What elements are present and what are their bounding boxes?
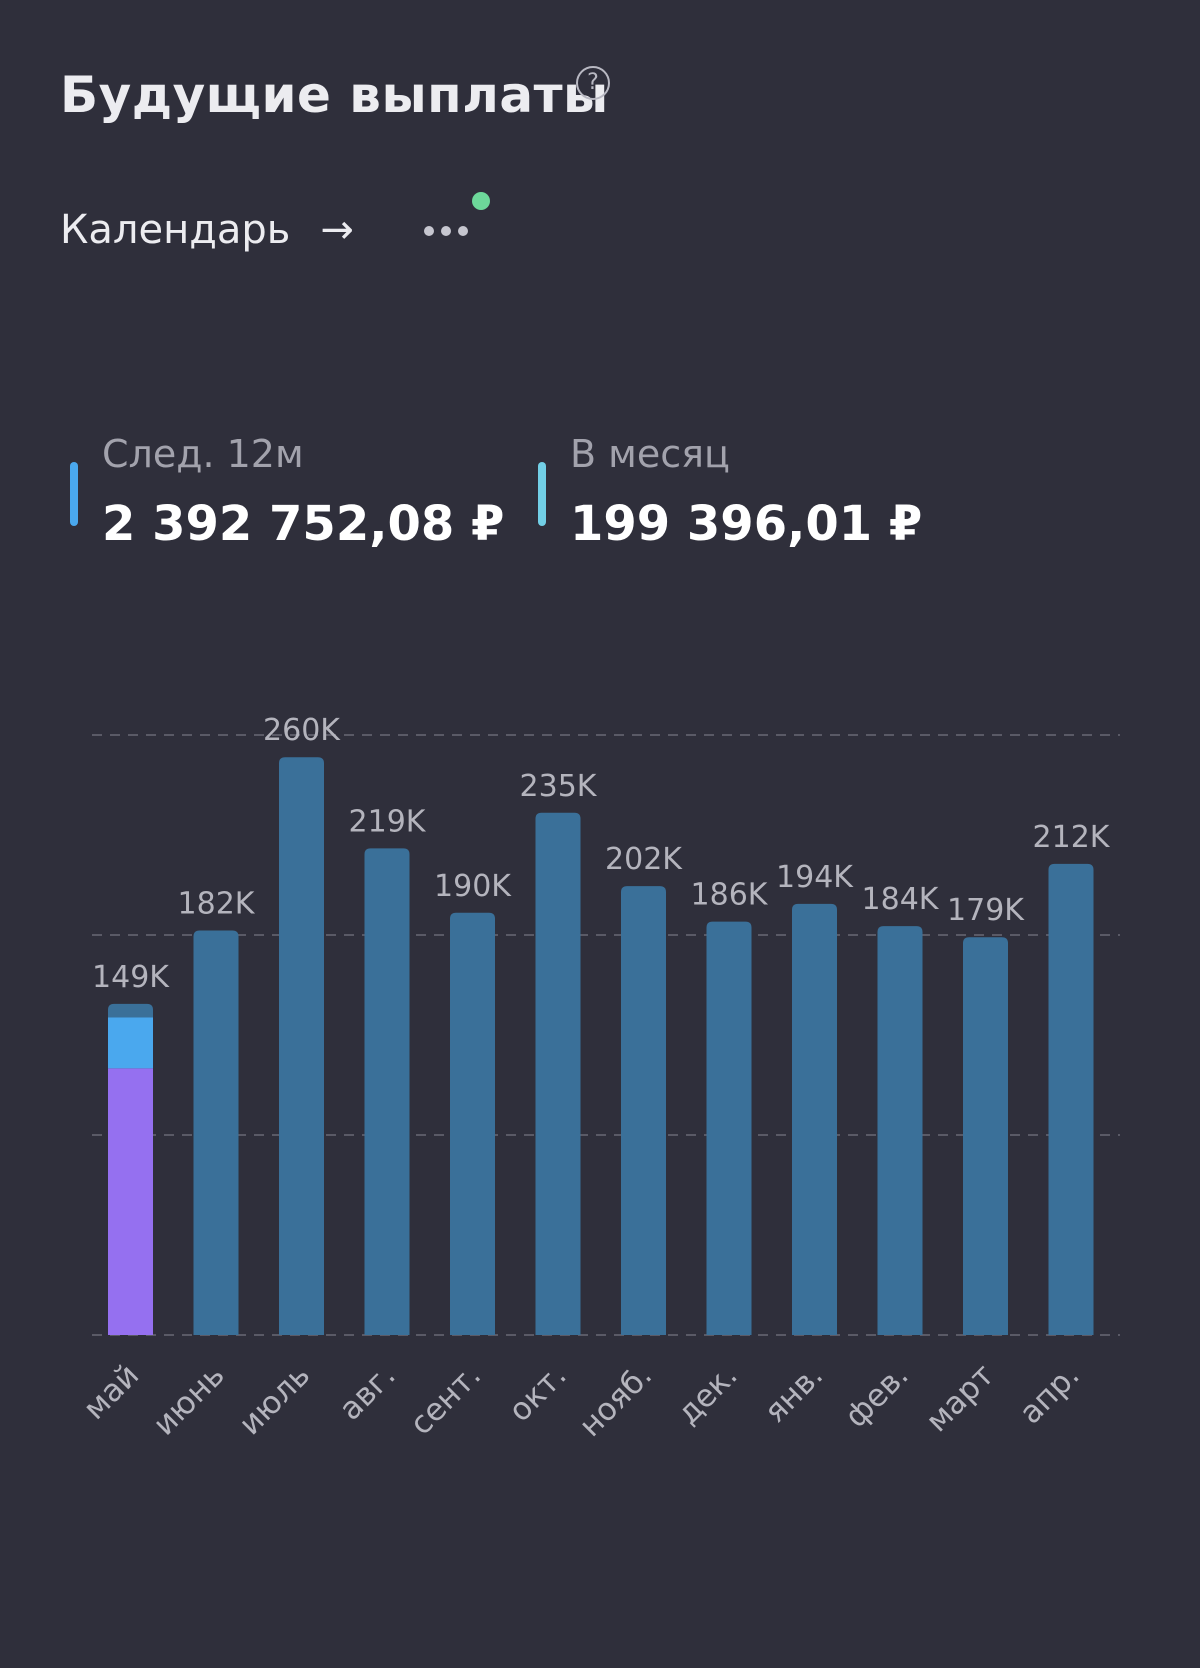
bar-4 xyxy=(450,912,495,1335)
stat-12m-label: След. 12м xyxy=(102,432,304,476)
bar-1 xyxy=(193,930,239,1335)
category-label-5: окт. xyxy=(502,1357,574,1429)
bar-9 xyxy=(877,926,923,1335)
bar-segment-purple xyxy=(108,1068,153,1335)
value-label-3: 219K xyxy=(349,804,427,839)
category-label-8: янв. xyxy=(757,1357,830,1430)
value-label-11: 212K xyxy=(1033,820,1111,855)
value-label-5: 235K xyxy=(520,769,598,804)
value-label-6: 202K xyxy=(605,842,683,877)
bar-5 xyxy=(535,812,581,1335)
category-label-10: март xyxy=(919,1357,1001,1439)
stat-month-marker xyxy=(538,462,546,526)
arrow-right-icon: → xyxy=(320,207,354,253)
bar-11 xyxy=(1048,863,1094,1335)
category-label-2: июль xyxy=(232,1357,317,1442)
value-label-7: 186K xyxy=(691,878,769,913)
value-label-8: 194K xyxy=(776,860,854,895)
bar-10 xyxy=(963,937,1008,1335)
category-label-1: июнь xyxy=(146,1357,231,1442)
value-label-2: 260K xyxy=(263,713,341,748)
bar-segment-steel xyxy=(108,1003,153,1018)
more-dots-icon xyxy=(424,226,468,236)
help-icon[interactable]: ? xyxy=(576,66,610,100)
stat-12m-value: 2 392 752,08 ₽ xyxy=(102,496,505,552)
bar-segment-blue xyxy=(108,1017,153,1069)
stat-month-value: 199 396,01 ₽ xyxy=(570,496,923,552)
stat-12m-marker xyxy=(70,462,78,526)
calendar-label: Календарь xyxy=(60,207,291,253)
bar-2 xyxy=(279,757,324,1335)
value-label-4: 190K xyxy=(434,869,512,904)
bar-7 xyxy=(706,921,752,1335)
value-label-9: 184K xyxy=(862,882,940,917)
bar-8 xyxy=(792,903,837,1335)
category-label-0: май xyxy=(76,1357,146,1427)
page-title: Будущие выплаты xyxy=(60,66,609,124)
bar-6 xyxy=(621,886,666,1335)
bar-3 xyxy=(364,848,410,1335)
payouts-bar-chart: 149K май 182K июнь 260K июль 219K авг. 190K сент.… xyxy=(76,713,1120,1444)
category-label-7: дек. xyxy=(670,1357,744,1431)
value-label-0: 149K xyxy=(92,960,170,995)
stat-month-label: В месяц xyxy=(570,432,730,476)
category-label-9: фев. xyxy=(838,1357,916,1435)
value-label-10: 179K xyxy=(947,893,1025,928)
calendar-link[interactable]: Календарь → xyxy=(60,202,354,258)
category-label-4: сент. xyxy=(403,1357,488,1442)
value-label-1: 182K xyxy=(178,887,256,922)
category-label-6: нояб. xyxy=(572,1357,659,1444)
category-label-3: авг. xyxy=(332,1357,402,1427)
category-label-11: апр. xyxy=(1013,1357,1087,1431)
more-options-button[interactable] xyxy=(414,192,494,266)
notification-dot xyxy=(472,192,490,210)
